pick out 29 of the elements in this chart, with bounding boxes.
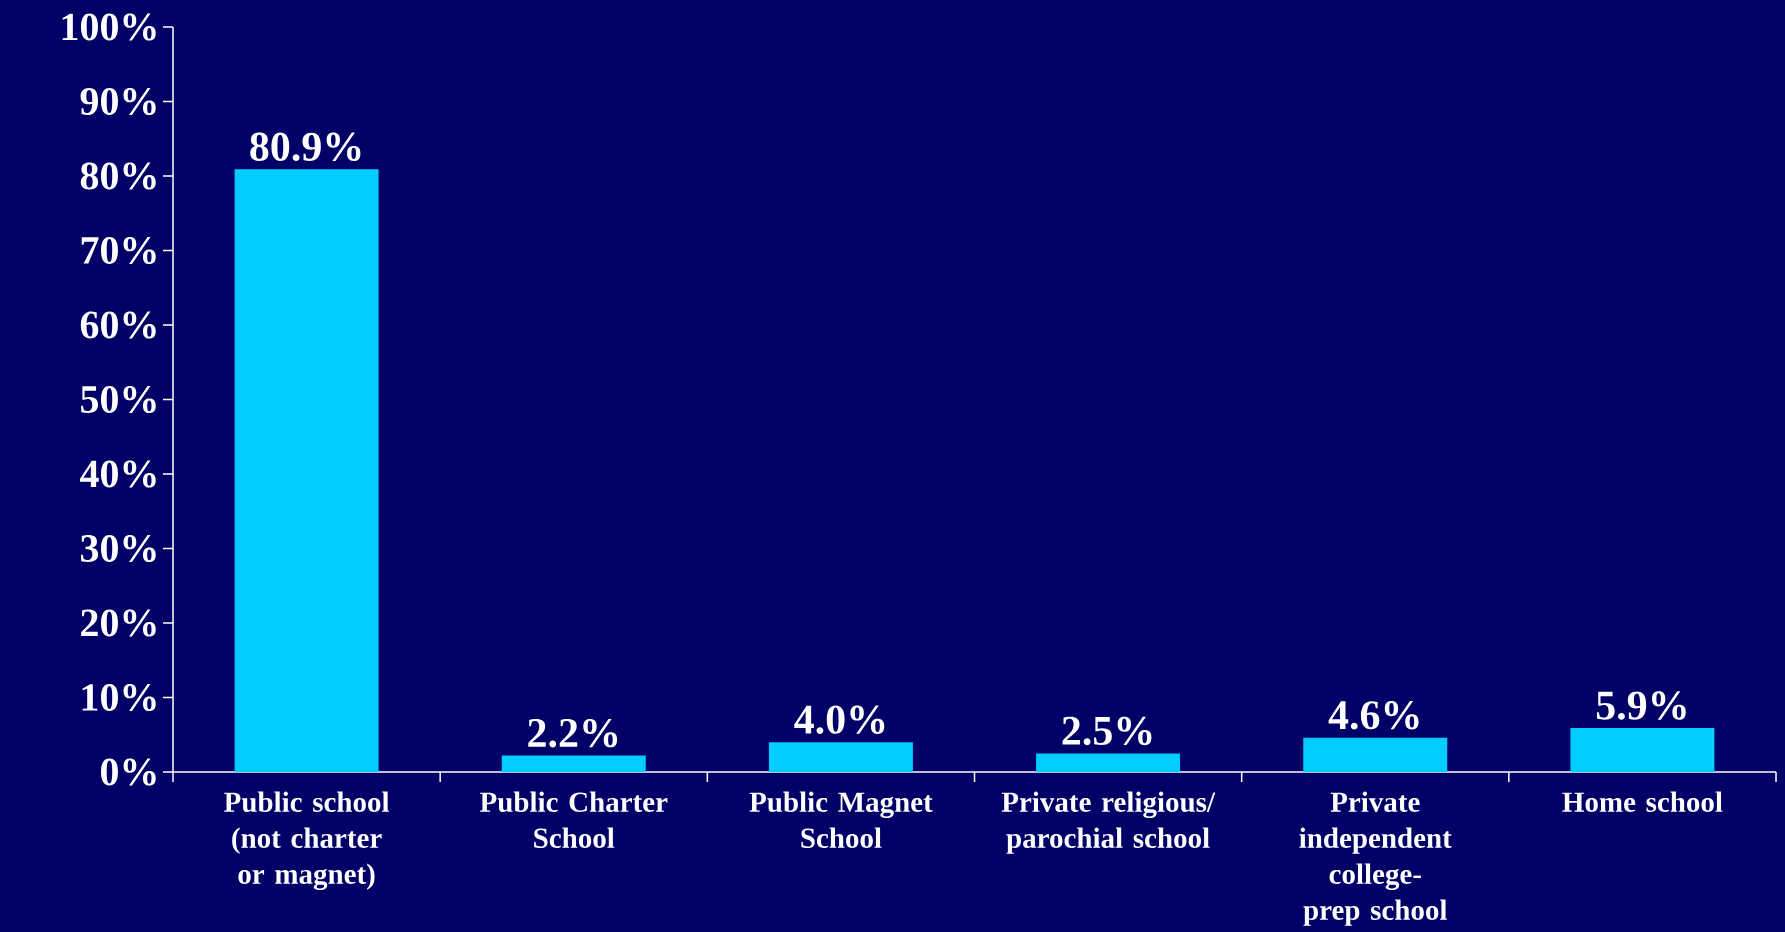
x-tick-label: Public Charter School [480,791,668,848]
bar [768,742,913,772]
y-tick-label: 20% [81,609,156,637]
data-label: 2.2% [528,718,618,748]
x-tick-label: Private independent college-prep school [1299,791,1452,926]
y-tick-label: 30% [80,534,156,563]
data-label: 4.0% [794,705,885,734]
y-tick-label: 80% [80,162,156,190]
data-label: 2.5% [1062,716,1152,746]
bar [1036,753,1181,772]
y-tick-label: 50% [81,385,156,414]
data-label: 5.9% [1596,691,1686,720]
data-label: 4.6% [1328,701,1419,730]
y-tick-label: 0% [100,758,156,786]
data-label: 80.9% [250,132,361,162]
x-tick-label: Home school [1562,791,1723,812]
y-tick-label: 70% [81,236,156,265]
x-tick-label: Private religious/ parochial school [1001,791,1216,854]
bar [1303,737,1448,772]
x-tick-label: Public school (not charter or magnet) [224,791,390,891]
x-tick-label: Public Magnet School [749,791,933,848]
bar [234,169,379,772]
y-tick-label: 10% [82,683,156,712]
y-tick-label: 100% [62,13,156,41]
bar [501,755,646,772]
y-tick-label: 40% [80,460,156,488]
y-tick-label: 60% [80,311,156,339]
bar [1570,728,1715,772]
y-tick-label: 90% [80,87,156,116]
